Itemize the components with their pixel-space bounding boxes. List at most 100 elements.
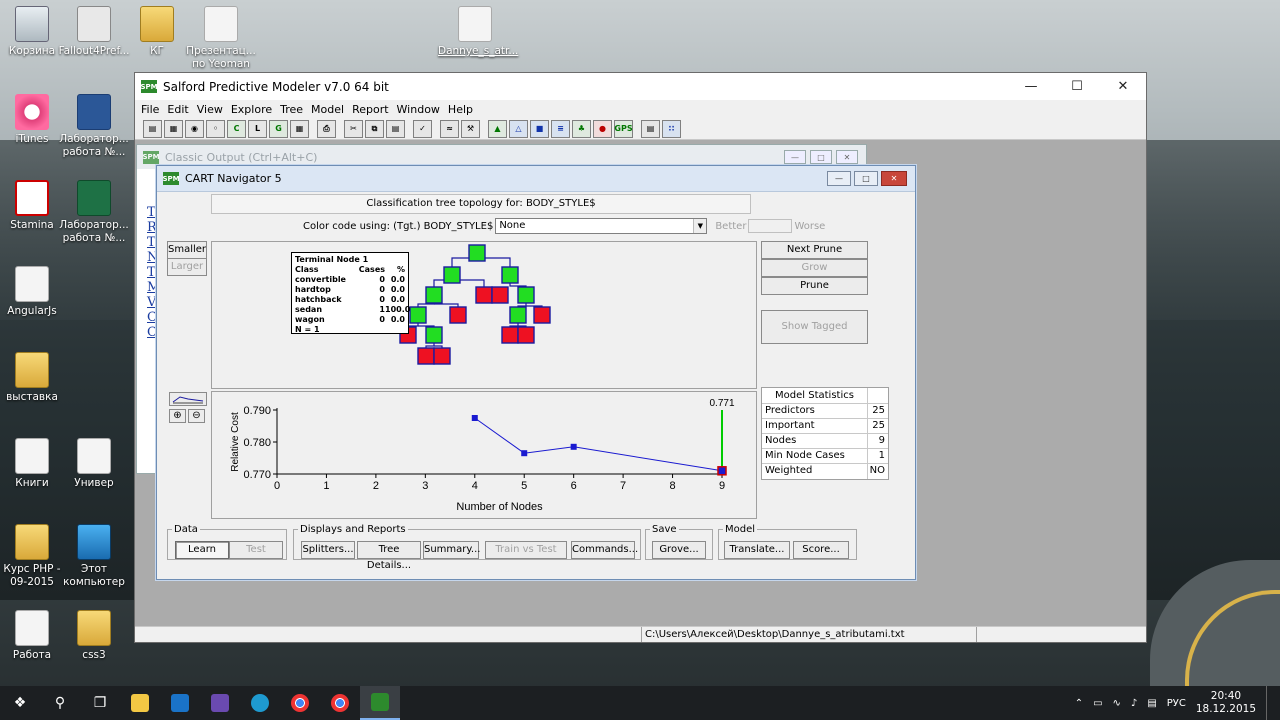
prune-button[interactable]: Prune <box>761 277 868 295</box>
view-data-icon[interactable]: ◉ <box>185 119 204 138</box>
desktop-icon-univer[interactable]: Универ <box>57 438 131 490</box>
tree-node-terminal[interactable] <box>417 347 435 365</box>
grow-button[interactable]: Grow <box>761 259 868 277</box>
print-icon[interactable]: ⎙ <box>317 119 336 138</box>
desktop-icon-lab-excel[interactable]: Лаборатор... работа №... <box>57 180 131 245</box>
tree-node-terminal[interactable] <box>491 286 509 304</box>
chevron-up-icon[interactable]: ⌃ <box>1074 697 1084 709</box>
tree-node-terminal[interactable] <box>517 326 535 344</box>
tree-node-terminal[interactable] <box>433 347 451 365</box>
open-data-icon[interactable]: ▦ <box>164 119 183 138</box>
tree-model-icon[interactable]: ▲ <box>488 119 507 138</box>
treenet-icon[interactable]: ≡ <box>551 119 570 138</box>
tree-node-split[interactable] <box>443 266 461 284</box>
chrome-app-icon-2[interactable] <box>320 686 360 720</box>
maximize-icon[interactable]: ☐ <box>1071 79 1083 94</box>
log-l-icon[interactable]: L <box>248 119 267 138</box>
output-link[interactable]: R <box>147 220 157 235</box>
tree-node-split[interactable] <box>425 326 443 344</box>
cart-navigator-titlebar[interactable]: SPM CART Navigator 5 — □ ✕ <box>157 166 915 192</box>
train-vs-test-button[interactable]: Train vs Test <box>485 541 567 559</box>
tree-node-terminal[interactable] <box>475 286 493 304</box>
check-icon[interactable]: ✓ <box>413 119 432 138</box>
spm-taskbar-button[interactable] <box>360 686 400 720</box>
output-link[interactable]: V <box>147 295 157 310</box>
tree-node-terminal[interactable] <box>533 306 551 324</box>
chart-icon[interactable]: ≈ <box>440 119 459 138</box>
zoom-out-icon[interactable]: ⊖ <box>188 409 205 423</box>
tree-node-split[interactable] <box>517 286 535 304</box>
menu-help[interactable]: Help <box>447 102 473 116</box>
show-tagged-button[interactable]: Show Tagged <box>761 310 868 344</box>
tree-node-split[interactable] <box>501 266 519 284</box>
minimize-icon[interactable]: — <box>827 171 851 186</box>
desktop-icon-css3[interactable]: css3 <box>57 610 131 662</box>
minimize-icon[interactable]: — <box>1024 79 1038 94</box>
menu-file[interactable]: File <box>141 102 160 116</box>
tree-node-terminal[interactable] <box>501 326 519 344</box>
start-windows-icon[interactable]: ❖ <box>13 695 27 711</box>
desktop-icon-kg[interactable]: КГ <box>120 6 194 58</box>
chevron-down-icon[interactable]: ▼ <box>693 219 707 233</box>
minimize-icon[interactable]: — <box>784 150 806 164</box>
edge-app-icon[interactable] <box>160 686 200 720</box>
php-app-icon[interactable] <box>200 686 240 720</box>
close-icon[interactable]: ✕ <box>1117 79 1129 94</box>
grove-button[interactable]: Grove... <box>652 541 706 559</box>
desktop-icon-vystavka[interactable]: выставка <box>0 352 69 404</box>
larger-button[interactable]: Larger <box>167 258 207 276</box>
tree-details-button[interactable]: Tree Details... <box>357 541 421 571</box>
score-button[interactable]: Score... <box>793 541 849 559</box>
menu-report[interactable]: Report <box>352 102 389 116</box>
app-titlebar[interactable]: SPM Salford Predictive Modeler v7.0 64 b… <box>135 73 1146 100</box>
output-link[interactable]: T <box>147 205 156 220</box>
menu-tree[interactable]: Tree <box>280 102 304 116</box>
test-button[interactable]: Test <box>229 541 283 559</box>
translate-button[interactable]: Translate... <box>724 541 790 559</box>
show-desktop-button[interactable] <box>1266 686 1270 720</box>
stop-icon[interactable]: ● <box>593 119 612 138</box>
desktop-icon-kurs-php[interactable]: Курс PHP - 09-2015 <box>0 524 69 589</box>
menu-explore[interactable]: Explore <box>230 102 273 116</box>
desktop-icon-fallout[interactable]: Fallout4Pref... <box>57 6 131 58</box>
random-forest-icon[interactable]: ♣ <box>572 119 591 138</box>
desktop-icon-this-pc[interactable]: Этот компьютер <box>57 524 131 589</box>
cut-icon[interactable]: ✂ <box>344 119 363 138</box>
smaller-button[interactable]: Smaller <box>167 241 207 259</box>
restore-icon[interactable]: □ <box>810 150 832 164</box>
tools-icon[interactable]: ⚒ <box>461 119 480 138</box>
menu-model[interactable]: Model <box>311 102 345 116</box>
tree-node-terminal[interactable] <box>449 306 467 324</box>
network-icon[interactable]: ∷ <box>662 119 681 138</box>
globe-app-icon[interactable] <box>240 686 280 720</box>
language-indicator[interactable]: РУС <box>1166 697 1186 709</box>
output-link[interactable]: C <box>147 310 157 325</box>
copy-icon[interactable]: ⧉ <box>365 119 384 138</box>
network-icon[interactable]: ∿ <box>1112 697 1121 709</box>
zoom-in-icon[interactable]: ⊕ <box>169 409 186 423</box>
chrome-app-icon[interactable] <box>280 686 320 720</box>
desktop-icon-knigi[interactable]: Книги <box>0 438 69 490</box>
grid-icon[interactable]: ▦ <box>290 119 309 138</box>
menu-window[interactable]: Window <box>396 102 440 116</box>
output-link[interactable]: C <box>147 325 157 340</box>
restore-icon[interactable]: □ <box>854 171 878 186</box>
battery-icon[interactable]: ▭ <box>1093 697 1103 709</box>
desktop-icon-rabota[interactable]: Работа <box>0 610 69 662</box>
desktop-icon-lab-word[interactable]: Лаборатор... работа №... <box>57 94 131 159</box>
info-icon[interactable]: ◦ <box>206 119 225 138</box>
tree-node-split[interactable] <box>425 286 443 304</box>
close-icon[interactable]: ✕ <box>881 171 907 186</box>
regression-icon[interactable]: ■ <box>530 119 549 138</box>
command-c-icon[interactable]: C <box>227 119 246 138</box>
tree-node-split[interactable] <box>409 306 427 324</box>
desktop-icon-dannye[interactable]: Dannye_s_atr... <box>438 6 518 58</box>
task-view-icon[interactable]: ❐ <box>93 695 107 711</box>
close-icon[interactable]: ✕ <box>836 150 858 164</box>
output-link[interactable]: T <box>147 265 156 280</box>
file-explorer-icon[interactable] <box>120 686 160 720</box>
desktop-icon-itunes[interactable]: iTunes <box>0 94 69 146</box>
search-icon[interactable]: ⚲ <box>54 695 66 711</box>
green-g-icon[interactable]: G <box>269 119 288 138</box>
desktop-icon-recycle-bin[interactable]: Корзина <box>0 6 69 58</box>
